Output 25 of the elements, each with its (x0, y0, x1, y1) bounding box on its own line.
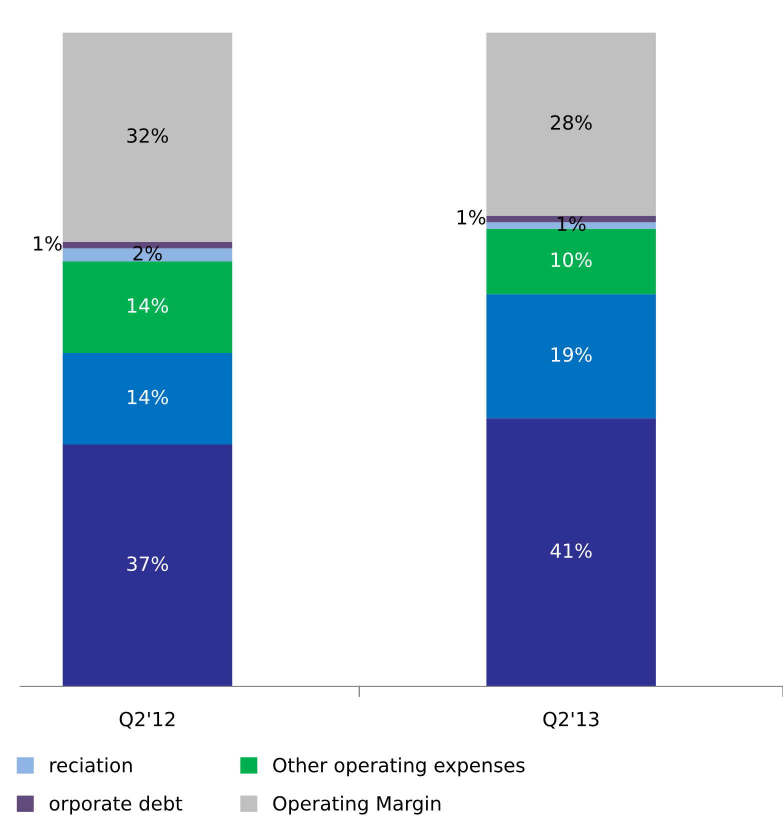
legend-label: orporate debt (50, 796, 182, 814)
bar (486, 418, 656, 686)
bar (62, 32, 232, 242)
data-label: 41% (550, 543, 592, 558)
bar (486, 32, 656, 216)
bar (62, 353, 232, 445)
bar (486, 294, 656, 418)
data-label: 28% (550, 115, 592, 130)
data-label: 14% (128, 390, 168, 404)
legend-label: reciation (50, 757, 132, 772)
data-label: 1% (34, 236, 62, 251)
x-tick-label: Q2'13 (543, 712, 598, 729)
data-label: 19% (552, 347, 592, 362)
bar (62, 261, 232, 354)
data-label: 1% (458, 210, 486, 225)
data-label: 32% (127, 128, 168, 143)
data-label: 14% (128, 298, 168, 313)
data-label: 1% (558, 216, 586, 232)
data-label: 2% (133, 246, 162, 261)
data-label: 37% (127, 556, 168, 572)
x-tick-label: Q2'12 (120, 712, 174, 729)
bar (62, 444, 232, 686)
data-label: 10% (552, 252, 592, 268)
legend-label: Operating Margin (273, 796, 440, 814)
legend-label: Other operating expenses (273, 757, 525, 776)
